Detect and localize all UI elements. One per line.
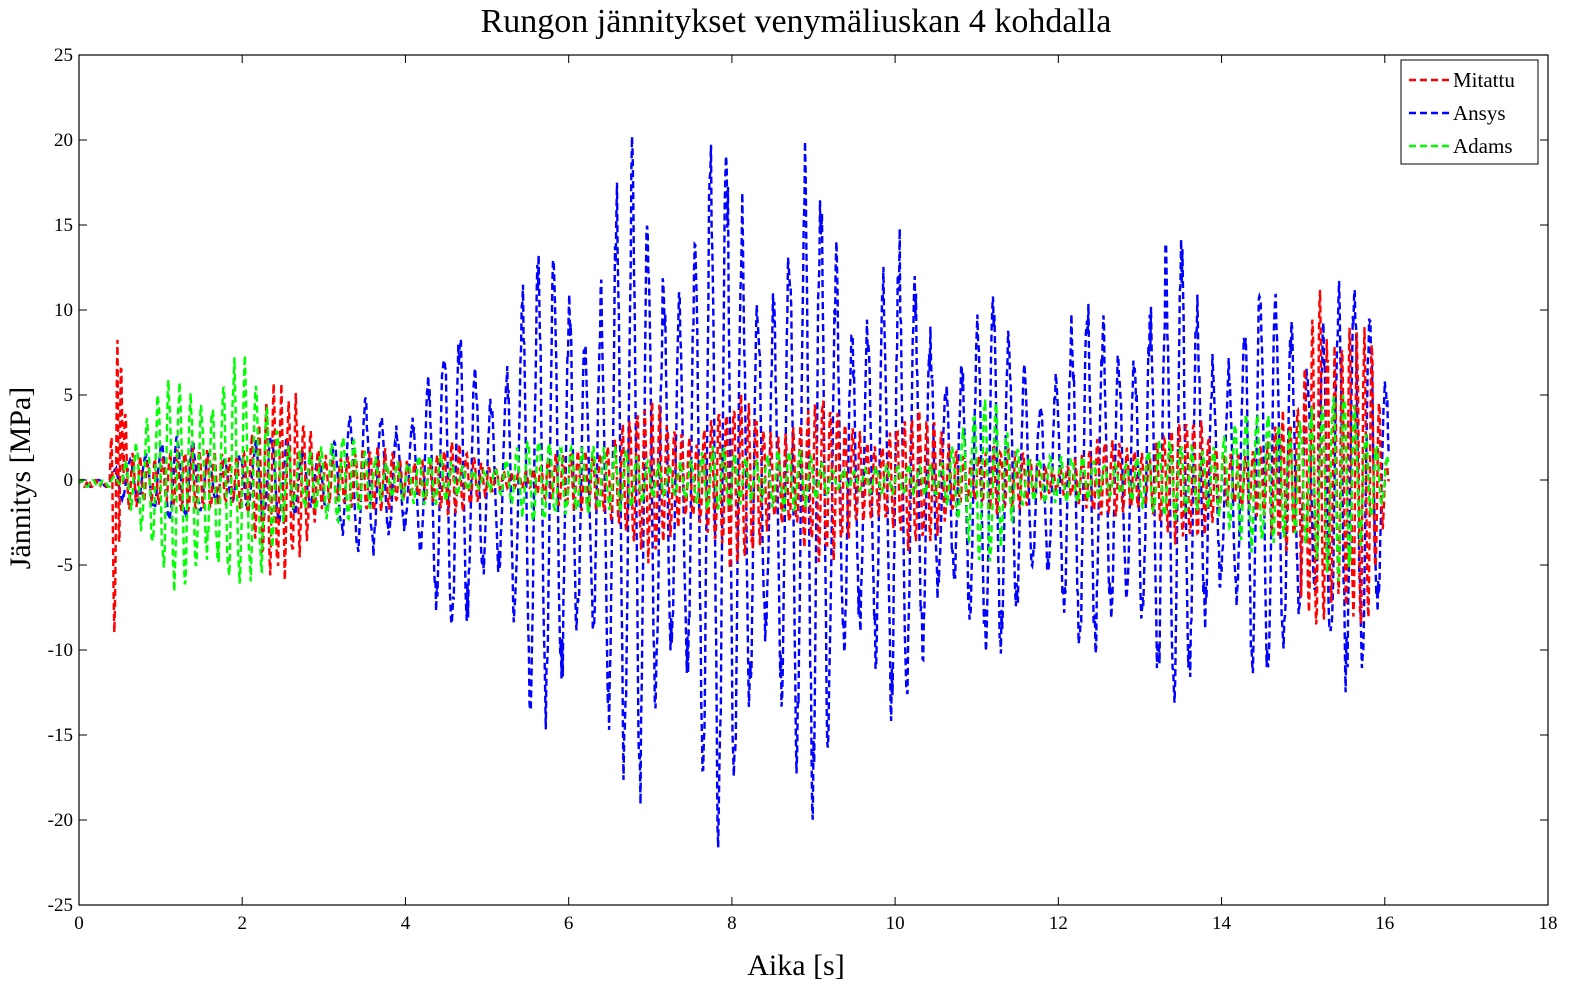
y-tick-label: 20	[54, 130, 73, 151]
y-tick-label: 15	[54, 215, 73, 236]
y-tick-label: 25	[54, 45, 73, 66]
x-ticks: 0 2 4 6 8 10 12 14 16 18	[74, 55, 1558, 934]
legend-label-ansys: Ansys	[1453, 101, 1506, 125]
y-ticks: -25 -20 -15 -10 -5 0 5 10 15 20 25	[48, 45, 1548, 916]
y-tick-label: -20	[48, 810, 73, 831]
legend-label-mitattu: Mitattu	[1453, 68, 1515, 92]
legend: Mitattu Ansys Adams	[1400, 59, 1539, 165]
series-layer	[79, 136, 1390, 848]
x-tick-label: 6	[564, 913, 574, 934]
x-tick-label: 12	[1049, 913, 1068, 934]
y-tick-label: -15	[48, 725, 73, 746]
x-tick-label: 4	[401, 913, 411, 934]
x-tick-label: 18	[1539, 913, 1558, 934]
y-tick-label: -5	[57, 555, 73, 576]
y-tick-label: -10	[48, 640, 73, 661]
x-tick-label: 10	[886, 913, 905, 934]
x-tick-label: 2	[237, 913, 247, 934]
x-axis-label: Aika [s]	[747, 949, 845, 982]
y-tick-label: 0	[64, 470, 74, 491]
x-tick-label: 8	[727, 913, 737, 934]
series-line-adams	[79, 355, 1390, 592]
legend-label-adams: Adams	[1453, 134, 1513, 158]
y-tick-label: -25	[48, 895, 73, 916]
x-tick-label: 16	[1375, 913, 1394, 934]
y-tick-label: 10	[54, 300, 73, 321]
x-tick-label: 14	[1212, 913, 1232, 934]
x-tick-label: 0	[74, 913, 84, 934]
y-tick-label: 5	[64, 385, 74, 406]
chart-title: Rungon jännitykset venymäliuskan 4 kohda…	[480, 3, 1112, 40]
